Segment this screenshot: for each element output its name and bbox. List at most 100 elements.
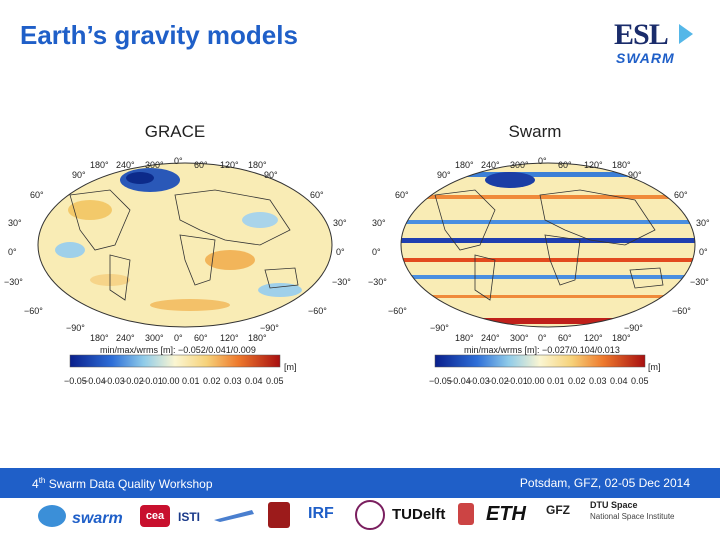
footer-location: Potsdam, GFZ, 02-05 Dec 2014 [519, 476, 690, 490]
grace-lon-bottom-4: 60° [194, 333, 208, 343]
swarm-map [400, 162, 696, 368]
crest-icon [458, 503, 474, 525]
swarm-tick-0: −0.05 [429, 376, 452, 386]
grace-lat-right-3: 0° [336, 247, 345, 257]
grace-unit: [m] [284, 362, 297, 372]
swarm-lon-bottom-4: 60° [558, 333, 572, 343]
grace-stats: min/max/wrms [m]: −0.052/0.041/0.009 [100, 345, 256, 355]
swarm-lon-top-1: 240° [481, 160, 500, 170]
grace-tick-4: −0.01 [140, 376, 163, 386]
grace-tick-1: −0.04 [83, 376, 106, 386]
grace-lat-right-5: −60° [308, 306, 327, 316]
grace-lon-top-0: 180° [90, 160, 109, 170]
swarm-lat-left-1: 60° [395, 190, 409, 200]
swarm-panel-title: Swarm [508, 122, 562, 141]
swarm-lat-left-6: −90° [430, 323, 449, 333]
partner-tudelft: TUDelft [392, 506, 446, 523]
swarm-lat-right-5: −60° [672, 306, 691, 316]
swarm-lon-bottom-6: 180° [612, 333, 631, 343]
grace-tick-5: 0.00 [162, 376, 180, 386]
swarm-lon-bottom-1: 240° [481, 333, 500, 343]
partner-dtu-sub: National Space Institute [590, 512, 675, 521]
grace-tick-0: −0.05 [64, 376, 87, 386]
swarm-lon-top-6: 180° [612, 160, 631, 170]
grace-lat-right-2: 30° [333, 218, 347, 228]
grace-tick-9: 0.04 [245, 376, 263, 386]
swarm-unit: [m] [648, 362, 661, 372]
swarm-tick-8: 0.03 [589, 376, 607, 386]
swarm-lon-top-0: 180° [455, 160, 474, 170]
swarm-tick-9: 0.04 [610, 376, 628, 386]
grace-tick-8: 0.03 [224, 376, 242, 386]
grace-lon-bottom-0: 180° [90, 333, 109, 343]
grace-lon-top-3: 0° [174, 156, 183, 166]
partner-cea: cea [140, 505, 170, 527]
swarm-stats: min/max/wrms [m]: −0.027/0.104/0.013 [464, 345, 620, 355]
grace-tick-7: 0.02 [203, 376, 221, 386]
swarm-tick-2: −0.03 [467, 376, 490, 386]
grace-lon-top-6: 180° [248, 160, 267, 170]
swarm-tick-6: 0.01 [547, 376, 565, 386]
partner-eth: ETH [486, 503, 526, 525]
partner-gfz: GFZ [546, 503, 570, 517]
swarm-lat-right-1: 60° [674, 190, 688, 200]
grace-lat-left-4: −30° [4, 277, 23, 287]
swarm-tick-7: 0.02 [568, 376, 586, 386]
grace-lon-bottom-5: 120° [220, 333, 239, 343]
satellite-icon [38, 505, 66, 527]
esl-swarm-logo: ESL SWARM [612, 18, 696, 68]
grace-lon-top-4: 60° [194, 160, 208, 170]
grace-map [37, 162, 333, 368]
swarm-lat-left-2: 30° [372, 218, 386, 228]
footer-bar [0, 468, 720, 498]
grace-lat-left-3: 0° [8, 247, 17, 257]
grace-lon-top-1: 240° [116, 160, 135, 170]
swarm-lat-left-0: 90° [437, 170, 451, 180]
swarm-tick-1: −0.04 [448, 376, 471, 386]
seal-icon [355, 500, 385, 530]
swarm-lat-right-0: 90° [628, 170, 642, 180]
swarm-lat-right-6: −90° [624, 323, 643, 333]
swarm-lon-bottom-0: 180° [455, 333, 474, 343]
grace-lat-right-6: −90° [260, 323, 279, 333]
partner-swarm: swarm [72, 510, 123, 527]
grace-tick-10: 0.05 [266, 376, 284, 386]
grace-panel-title: GRACE [144, 122, 206, 141]
swarm-lat-right-2: 30° [696, 218, 710, 228]
grace-tick-6: 0.01 [182, 376, 200, 386]
grace-lat-left-6: −90° [66, 323, 85, 333]
swarm-lat-left-3: 0° [372, 247, 381, 257]
swarm-lon-top-4: 60° [558, 160, 572, 170]
swarm-lon-bottom-2: 300° [510, 333, 529, 343]
plane-icon [212, 506, 256, 524]
swarm-tick-3: −0.02 [486, 376, 509, 386]
swarm-lon-top-2: 300° [510, 160, 529, 170]
grace-lon-bottom-1: 240° [116, 333, 135, 343]
grace-lon-bottom-3: 0° [174, 333, 183, 343]
grace-lat-right-0: 90° [264, 170, 278, 180]
partner-isti: ISTI [178, 510, 201, 524]
grace-lat-left-1: 60° [30, 190, 44, 200]
swarm-tick-4: −0.01 [505, 376, 528, 386]
swarm-lon-bottom-3: 0° [538, 333, 547, 343]
partner-irf: IRF [308, 505, 334, 522]
grace-lat-left-5: −60° [24, 306, 43, 316]
swarm-lon-bottom-5: 120° [584, 333, 603, 343]
partner-dtu: DTU Space [590, 500, 638, 510]
grace-lon-bottom-2: 300° [145, 333, 164, 343]
swarm-lat-left-5: −60° [388, 306, 407, 316]
grace-lat-left-2: 30° [8, 218, 22, 228]
swarm-lon-top-5: 120° [584, 160, 603, 170]
footer-workshop: 4th Swarm Data Quality Workshop [32, 476, 213, 491]
grace-lon-bottom-6: 180° [248, 333, 267, 343]
swarm-lat-left-4: −30° [368, 277, 387, 287]
grace-lon-top-2: 300° [145, 160, 164, 170]
grace-lon-top-5: 120° [220, 160, 239, 170]
calgary-crest-icon [268, 502, 290, 528]
grace-lat-right-4: −30° [332, 277, 351, 287]
grace-lat-right-1: 60° [310, 190, 324, 200]
swarm-tick-5: 0.00 [527, 376, 545, 386]
triangle-icon [679, 24, 693, 44]
grace-lat-left-0: 90° [72, 170, 86, 180]
swarm-lon-top-3: 0° [538, 156, 547, 166]
